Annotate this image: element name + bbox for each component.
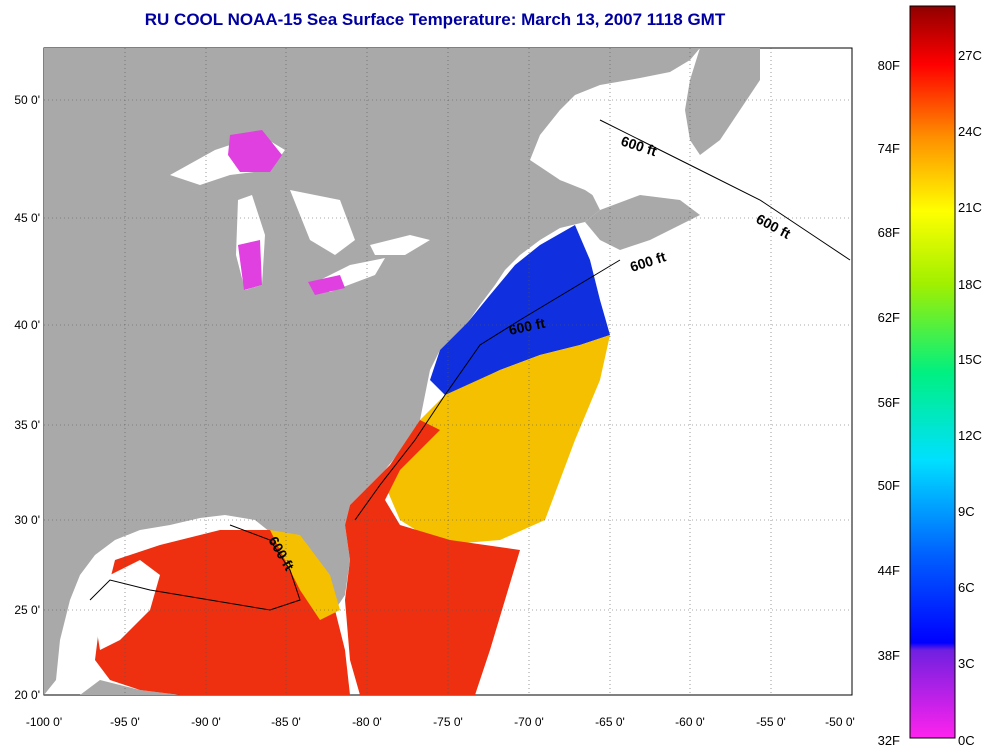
land-newfoundland [685,48,760,155]
colorbar-c-label: 12C [958,428,982,443]
lon-label: -85 0' [271,715,301,729]
colorbar-c-label: 27C [958,48,982,63]
land-north-america [44,48,700,695]
lon-label: -60 0' [675,715,705,729]
lat-label: 35 0' [14,418,40,432]
colorbar-f-label: 38F [878,648,900,663]
lake-huron [290,190,355,255]
sst-patch-erie [308,275,345,295]
lat-label: 25 0' [14,603,40,617]
colorbar-f-label: 80F [878,58,900,73]
contour-600ft-north [599,119,851,261]
sst-patch-superior [228,130,282,172]
colorbar-f-label: 74F [878,141,900,156]
colorbar-c-label: 15C [958,352,982,367]
colorbar-f-label: 68F [878,225,900,240]
gridlines [44,48,852,695]
lat-label: 30 0' [14,513,40,527]
colorbar-f-label: 32F [878,733,900,748]
lon-label: -65 0' [595,715,625,729]
lon-label: -75 0' [433,715,463,729]
lon-axis-labels: -100 0' -95 0' -90 0' -85 0' -80 0' -75 … [26,715,855,729]
cloud-patch-gulf [95,560,160,650]
lat-label: 45 0' [14,211,40,225]
contour-label-4: 600 ft [507,315,546,338]
land-nova-scotia [585,195,700,250]
lon-label: -55 0' [756,715,786,729]
sst-warm-gulf-stream [345,420,520,695]
colorbar-c-label: 21C [958,200,982,215]
contour-600ft-gulf [89,524,301,611]
lon-label: -90 0' [191,715,221,729]
lon-label: -100 0' [26,715,62,729]
colorbar-c-label: 18C [958,277,982,292]
colorbar-f-label: 44F [878,563,900,578]
colorbar-c-label: 9C [958,504,975,519]
sst-warm-gulf-of-mexico [95,530,350,695]
colorbar [909,5,956,739]
contour-600ft-shelf [354,259,621,521]
lake-ontario [370,235,430,255]
lon-label: -70 0' [514,715,544,729]
colorbar-f-label: 56F [878,395,900,410]
lon-label: -80 0' [352,715,382,729]
gulf-st-lawrence [540,95,690,200]
lat-label: 40 0' [14,318,40,332]
colorbar-fahrenheit-labels: 80F 74F 68F 62F 56F 50F 44F 38F 32F [878,58,900,748]
colorbar-f-label: 50F [878,478,900,493]
sst-mild-slope-water [385,335,610,545]
lon-label: -50 0' [825,715,855,729]
lat-label: 50 0' [14,93,40,107]
sst-mild-florida-shelf [270,530,340,620]
lon-label: -95 0' [110,715,140,729]
colorbar-c-label: 6C [958,580,975,595]
lat-label: 20 0' [14,688,40,702]
colorbar-f-label: 62F [878,310,900,325]
lat-axis-labels: 50 0' 45 0' 40 0' 35 0' 30 0' 25 0' 20 0… [14,93,40,702]
colorbar-c-label: 24C [958,124,982,139]
sst-patch-michigan [238,240,262,290]
land-yucatan [44,680,180,695]
colorbar-c-label: 0C [958,733,975,748]
chart-title: RU COOL NOAA-15 Sea Surface Temperature:… [144,10,726,29]
colorbar-celsius-labels: 27C 24C 21C 18C 15C 12C 9C 6C 3C 0C [958,48,982,748]
colorbar-c-label: 3C [958,656,975,671]
